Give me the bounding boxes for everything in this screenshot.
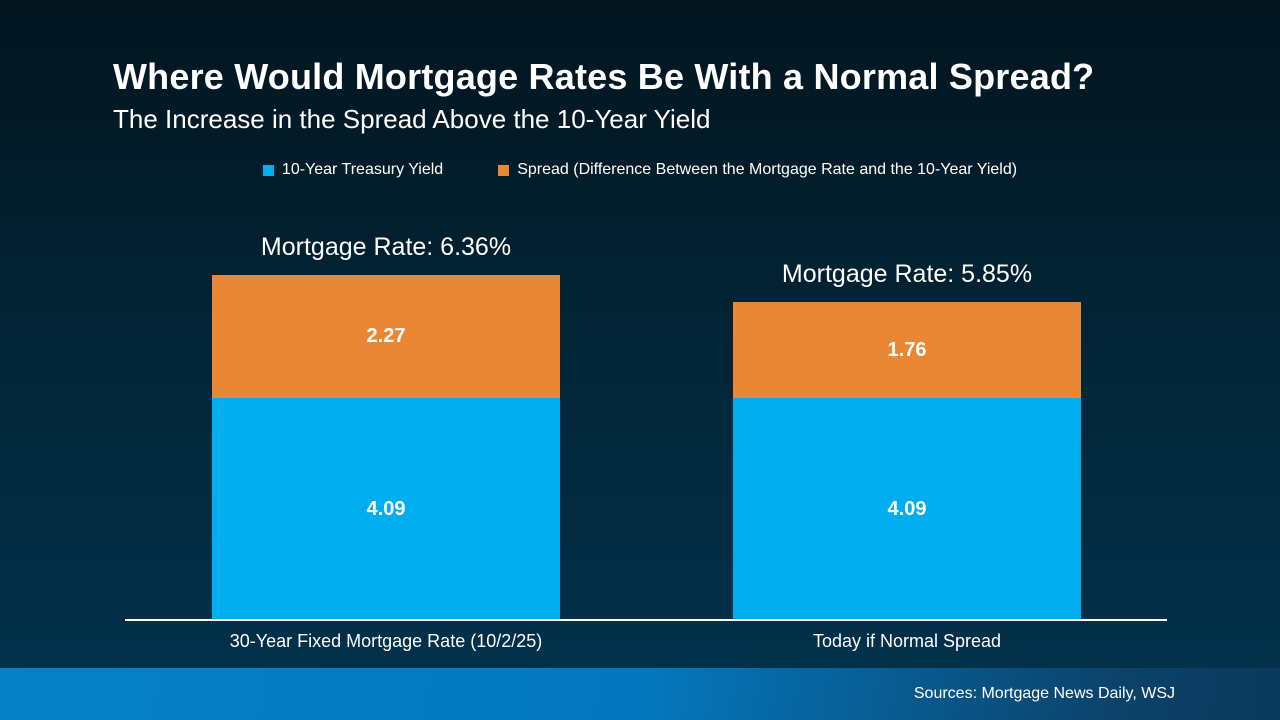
- bar-total-label: Mortgage Rate: 6.36%: [260, 233, 512, 261]
- bar-segment-treasury-yield: 4.09: [733, 398, 1081, 620]
- legend-item-spread: Spread (Difference Between the Mortgage …: [498, 161, 1017, 179]
- segment-value-label: 1.76: [887, 338, 927, 361]
- x-axis-line: [125, 619, 1167, 621]
- legend-swatch-blue-icon: [262, 164, 274, 176]
- category-label-current-rate: 30-Year Fixed Mortgage Rate (10/2/25): [229, 631, 543, 651]
- legend-label: Spread (Difference Between the Mortgage …: [517, 161, 1018, 178]
- page-subtitle: The Increase in the Spread Above the 10-…: [113, 104, 711, 134]
- page-title: Where Would Mortgage Rates Be With a Nor…: [113, 56, 1095, 97]
- legend-item-treasury-yield: 10-Year Treasury Yield: [262, 161, 444, 179]
- category-label-normal-spread: Today if Normal Spread: [812, 631, 1002, 651]
- bar-total-label: Mortgage Rate: 5.85%: [781, 260, 1033, 288]
- legend-label: 10-Year Treasury Yield: [281, 161, 444, 178]
- segment-value-label: 4.09: [887, 497, 927, 520]
- segment-value-label: 2.27: [366, 325, 406, 347]
- stacked-bar-current-rate: Mortgage Rate: 6.36% 2.27 4.09: [212, 233, 560, 620]
- stacked-bar-normal-spread: Mortgage Rate: 5.85% 1.76 4.09: [733, 260, 1081, 620]
- footer-bar: Sources: Mortgage News Daily, WSJ: [0, 668, 1280, 720]
- legend-swatch-orange-icon: [498, 164, 510, 176]
- bar-segment-treasury-yield: 4.09: [212, 398, 560, 620]
- bar-segment-spread: 2.27: [212, 275, 560, 398]
- bar-segment-spread: 1.76: [733, 302, 1081, 398]
- chart-legend: 10-Year Treasury Yield Spread (Differenc…: [0, 161, 1280, 179]
- sources-text: Sources: Mortgage News Daily, WSJ: [913, 685, 1175, 702]
- segment-value-label: 4.09: [366, 497, 406, 520]
